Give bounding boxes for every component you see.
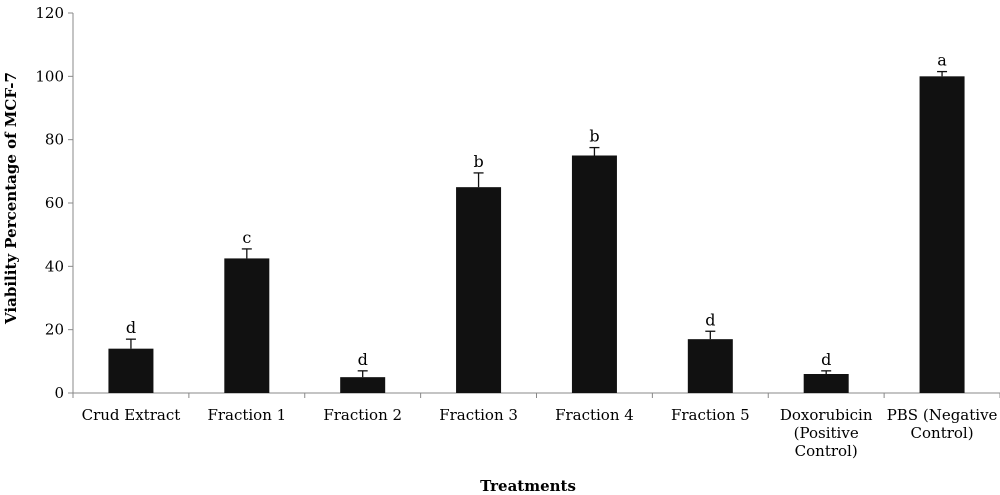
y-tick-label: 60 — [45, 194, 64, 212]
category-label: Doxorubicin — [780, 406, 873, 424]
category-label: Fraction 4 — [555, 406, 634, 424]
significance-letter: b — [589, 127, 599, 146]
category-label: Crud Extract — [82, 406, 181, 424]
y-axis-title: Viability Percentage of MCF-7 — [2, 72, 20, 325]
y-tick-label: 0 — [54, 384, 64, 402]
significance-letter: a — [937, 51, 947, 70]
bar — [340, 377, 386, 393]
category-label: Fraction 1 — [207, 406, 286, 424]
category-labels: Crud Extract Fraction 1 Fraction 2 Fraction… — [82, 406, 998, 460]
bar — [919, 76, 965, 393]
y-tick-label: 40 — [45, 257, 64, 275]
significance-letter: d — [358, 350, 368, 369]
y-tick-label: 120 — [35, 4, 64, 22]
category-label: Fraction 2 — [323, 406, 402, 424]
category-label: (Positive — [794, 424, 859, 442]
significance-letter: d — [126, 318, 136, 337]
bar — [687, 339, 733, 393]
significance-letter: c — [242, 228, 251, 247]
significance-letter: b — [473, 152, 483, 171]
bar — [456, 187, 502, 393]
bar — [108, 348, 154, 393]
y-tick-label: 80 — [45, 131, 64, 149]
significance-letter: d — [705, 310, 715, 329]
category-label: Control) — [795, 442, 858, 460]
bars: d c d b b d d a — [108, 51, 965, 393]
category-label: PBS (Negative — [887, 406, 998, 424]
y-tick-label: 20 — [45, 321, 64, 339]
significance-letter: d — [821, 350, 831, 369]
x-axis — [72, 392, 1000, 398]
y-tick-label: 100 — [35, 67, 64, 85]
category-label: Control) — [911, 424, 974, 442]
bar — [224, 258, 270, 393]
category-label: Fraction 3 — [439, 406, 518, 424]
bar — [803, 374, 849, 393]
bar — [571, 155, 617, 393]
x-axis-title: Treatments — [480, 477, 576, 495]
y-axis: 0 20 40 60 80 100 120 — [35, 4, 74, 402]
category-label: Fraction 5 — [671, 406, 750, 424]
